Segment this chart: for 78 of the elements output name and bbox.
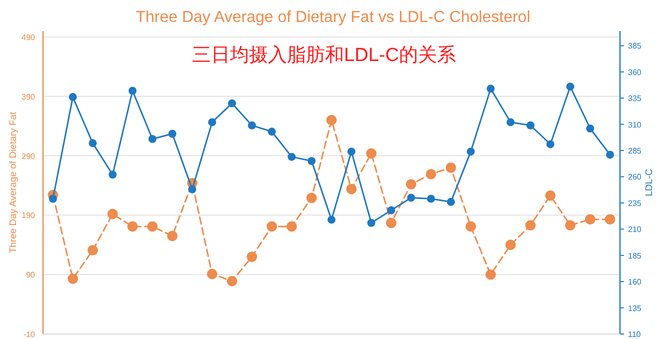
y2-tick-label: 210: [628, 225, 642, 234]
point: [426, 168, 436, 180]
point: [246, 252, 258, 262]
point: [606, 150, 614, 159]
chart-title: Three Day Average of Dietary Fat vs LDL-C Cholesterol: [136, 9, 530, 26]
point: [346, 184, 357, 194]
point: [68, 274, 78, 284]
point: [328, 216, 336, 224]
y-tick-label: 490: [22, 32, 36, 42]
y2-tick-label: 235: [628, 198, 642, 208]
point: [148, 134, 156, 143]
point: [407, 194, 416, 202]
point: [128, 86, 137, 95]
point: [584, 214, 596, 225]
y2-tick-label: 185: [628, 251, 642, 260]
y-tick-label: 190: [22, 211, 36, 220]
point: [108, 170, 117, 179]
point: [486, 84, 495, 93]
y-tick-label: 90: [26, 270, 36, 280]
point: [525, 220, 536, 230]
point: [228, 99, 236, 108]
point: [347, 148, 356, 156]
y2-tick-label: 385: [628, 42, 642, 51]
point: [127, 221, 138, 232]
point: [446, 162, 456, 173]
point: [386, 218, 396, 228]
point: [546, 140, 554, 148]
point: [446, 198, 455, 206]
point: [566, 82, 574, 91]
point: [286, 221, 297, 232]
y-tick-label: 290: [22, 152, 36, 161]
point: [565, 220, 576, 230]
point: [206, 268, 218, 280]
point: [506, 118, 515, 126]
point: [326, 114, 337, 126]
point: [226, 276, 238, 286]
point: [387, 206, 396, 214]
point: [268, 128, 276, 136]
point: [48, 194, 57, 203]
point: [466, 221, 476, 232]
point: [107, 208, 118, 220]
point: [208, 118, 216, 126]
point: [367, 218, 376, 227]
point: [266, 221, 278, 232]
text: 三日均摄入脂肪和LDL-C的关系: [192, 45, 456, 66]
point: [545, 190, 556, 201]
point: [288, 152, 296, 161]
point: [526, 121, 534, 130]
y2-tick-label: 260: [628, 172, 642, 182]
point: [88, 139, 97, 148]
y2-tick-label: 310: [628, 120, 642, 130]
y2-tick-label: 135: [628, 304, 642, 313]
y2-axis-title: LDL-C: [644, 168, 655, 196]
point: [188, 185, 196, 194]
point: [88, 245, 98, 256]
point: [366, 148, 376, 159]
point: [485, 269, 496, 280]
y2-tick-label: 335: [628, 94, 642, 104]
point: [406, 179, 416, 190]
point: [68, 93, 77, 102]
point: [308, 157, 316, 166]
y-tick-label: -10: [23, 330, 36, 339]
point: [604, 214, 616, 225]
point: [306, 192, 317, 204]
point: [168, 130, 176, 138]
y2-tick-label: 360: [628, 68, 642, 77]
y-tick-label: 390: [22, 92, 36, 102]
y2-tick-label: 160: [628, 278, 642, 287]
y2-tick-label: 285: [628, 146, 642, 156]
point: [586, 124, 594, 133]
point: [167, 230, 178, 242]
y2-tick-label: 110: [628, 330, 642, 339]
y-axis-title: Three Day Average of Dietary Fat: [8, 111, 19, 254]
point: [505, 240, 516, 250]
point: [147, 221, 158, 232]
point: [248, 121, 256, 130]
point: [426, 194, 435, 203]
point: [466, 148, 475, 156]
